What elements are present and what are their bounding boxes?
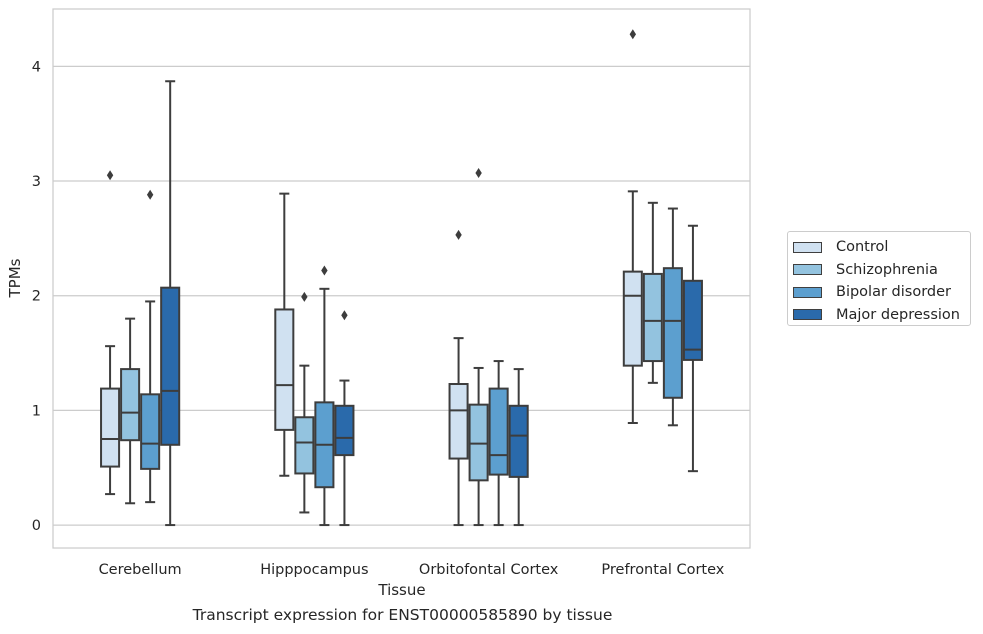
legend-swatch <box>793 264 822 276</box>
box-control <box>448 229 469 527</box>
outlier-point <box>146 189 154 200</box>
y-axis-label: TPMs <box>6 258 24 298</box>
x-tick-label: Prefrontal Cortex <box>601 562 724 578</box>
box-schizophrenia <box>294 291 315 514</box>
box-schizophrenia <box>642 201 663 384</box>
box-iqr <box>682 279 703 361</box>
y-tick-label: 3 <box>32 174 41 190</box>
box-major-depression <box>334 310 355 527</box>
box-control <box>100 170 121 496</box>
box-schizophrenia <box>468 167 489 527</box>
box-iqr <box>622 270 643 367</box>
outlier-point <box>321 265 328 276</box>
box-iqr <box>100 387 121 468</box>
box-iqr <box>448 383 469 460</box>
box-iqr <box>274 308 295 431</box>
figure-caption: Transcript expression for ENST0000058589… <box>192 606 613 624</box>
box-iqr <box>468 403 489 482</box>
legend-item: Major depression <box>793 304 970 327</box>
box-iqr <box>642 272 663 363</box>
outlier-point <box>629 29 637 40</box>
legend: Control Schizophrenia Bipolar disorder Majo… <box>787 231 971 326</box>
box-iqr <box>160 286 181 446</box>
box-major-depression <box>508 368 529 527</box>
boxes <box>100 29 703 527</box>
box-iqr <box>294 416 315 475</box>
outlier-point <box>455 229 462 240</box>
box-control <box>622 29 643 424</box>
box-major-depression <box>160 80 181 527</box>
box-iqr <box>334 404 355 457</box>
x-tick-label: Hipppocampus <box>260 562 368 578</box>
x-axis-label: Tissue <box>377 581 425 599</box>
y-tick-label: 2 <box>32 289 41 305</box>
box-control <box>274 192 295 477</box>
legend-swatch <box>793 309 822 321</box>
box-iqr <box>140 393 161 470</box>
y-tick-label: 0 <box>32 518 41 534</box>
box-bipolar-disorder <box>140 189 161 504</box>
legend-label: Control <box>836 239 889 256</box>
outlier-point <box>341 310 348 321</box>
legend-label: Major depression <box>836 306 960 323</box>
plot-frame <box>52 8 751 549</box>
legend-swatch <box>793 241 822 253</box>
box-iqr <box>508 404 529 478</box>
box-bipolar-disorder <box>314 265 335 527</box>
box-major-depression <box>682 224 703 473</box>
y-axis-ticks: 0 1 2 3 4 <box>32 59 41 534</box>
box-schizophrenia <box>120 317 141 505</box>
legend-item: Schizophrenia <box>793 259 970 282</box>
y-tick-label: 1 <box>32 403 41 419</box>
legend-label: Bipolar disorder <box>836 284 951 301</box>
y-tick-label: 4 <box>32 59 41 75</box>
box-iqr <box>488 387 509 476</box>
box-iqr <box>662 267 683 399</box>
box-bipolar-disorder <box>488 360 509 527</box>
outlier-point <box>301 291 308 302</box>
legend-swatch <box>793 286 822 298</box>
legend-label: Schizophrenia <box>836 261 938 278</box>
x-tick-label: Cerebellum <box>99 562 182 578</box>
box-iqr <box>120 368 141 442</box>
outlier-point <box>106 170 114 181</box>
x-axis-ticks: Cerebellum Hipppocampus Orbitofontal Corte… <box>99 562 725 578</box>
legend-item: Control <box>793 236 970 259</box>
outlier-point <box>475 167 482 178</box>
box-bipolar-disorder <box>662 207 683 427</box>
legend-item: Bipolar disorder <box>793 281 970 304</box>
x-tick-label: Orbitofontal Cortex <box>419 562 559 578</box>
